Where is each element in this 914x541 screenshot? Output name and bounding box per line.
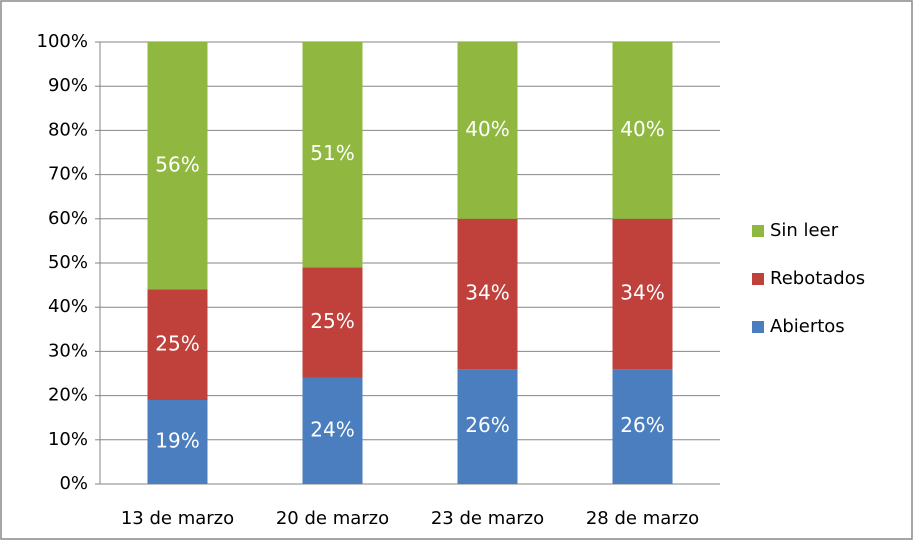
legend-label: Rebotados (770, 268, 865, 289)
bar-segment (457, 42, 518, 219)
bar-segment (302, 267, 363, 378)
y-tick-label: 20% (48, 385, 88, 406)
y-tick-label: 70% (48, 164, 88, 185)
y-tick-label: 10% (48, 429, 88, 450)
bar-segment (147, 289, 208, 401)
x-tick-label: 20 de marzo (276, 508, 389, 529)
data-label: 26% (620, 413, 664, 437)
y-tick-label: 30% (48, 340, 88, 361)
legend-label: Abiertos (770, 316, 845, 337)
data-label: 25% (310, 309, 354, 333)
bar-segment (612, 42, 673, 219)
y-tick-label: 90% (48, 75, 88, 96)
x-tick-label: 23 de marzo (431, 508, 544, 529)
x-tick-label: 28 de marzo (586, 508, 699, 529)
data-label: 34% (620, 280, 664, 304)
bar-segment (457, 218, 518, 370)
bar-segment (612, 218, 673, 370)
bar-segment (147, 400, 208, 484)
legend-swatch (752, 273, 764, 285)
bar-segment (612, 369, 673, 484)
legend-swatch (752, 225, 764, 237)
y-tick-label: 50% (48, 252, 88, 273)
bar-segment (457, 369, 518, 484)
x-tick-label: 13 de marzo (121, 508, 234, 529)
data-label: 25% (155, 331, 199, 355)
data-label: 26% (465, 413, 509, 437)
data-label: 56% (155, 152, 199, 176)
legend-label: Sin leer (770, 220, 839, 241)
y-tick-label: 80% (48, 119, 88, 140)
data-label: 51% (310, 141, 354, 165)
bar-segment (147, 42, 208, 290)
y-tick-label: 100% (37, 31, 88, 52)
data-label: 40% (465, 117, 509, 141)
data-label: 19% (155, 429, 199, 453)
y-tick-label: 40% (48, 296, 88, 317)
y-tick-label: 0% (59, 473, 88, 494)
y-tick-label: 60% (48, 208, 88, 229)
bar-segment (302, 377, 363, 484)
bar-segment (302, 42, 363, 268)
legend-swatch (752, 321, 764, 333)
data-label: 24% (310, 417, 354, 441)
data-label: 34% (465, 280, 509, 304)
data-label: 40% (620, 117, 664, 141)
